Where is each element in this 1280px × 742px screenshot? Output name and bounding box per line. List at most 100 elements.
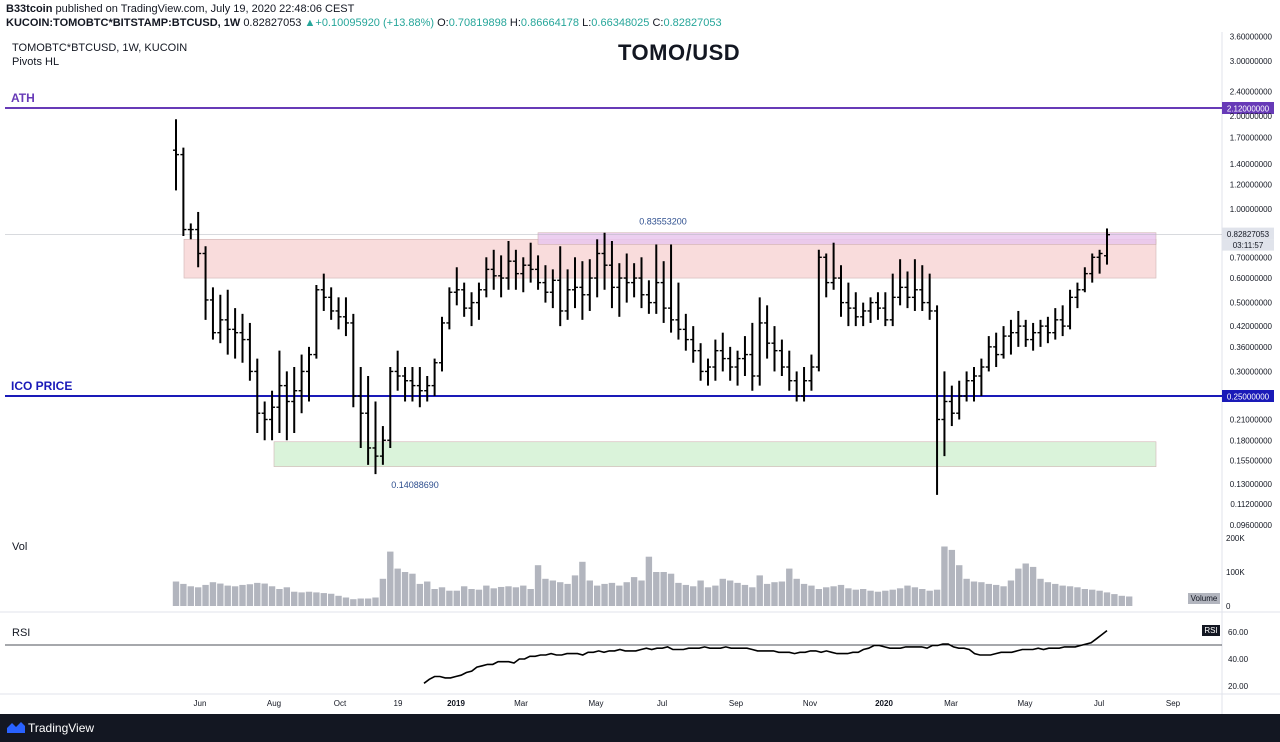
volume-bar <box>741 584 749 606</box>
volume-bar <box>224 585 231 606</box>
y-tick-label: 0.42000000 <box>1230 322 1273 331</box>
volume-bar <box>970 581 978 606</box>
volume-bar <box>756 575 763 606</box>
x-tick-label: Sep <box>1166 699 1181 708</box>
volume-bar <box>401 572 409 606</box>
volume-bar <box>194 587 202 606</box>
volume-bar <box>246 584 254 606</box>
volume-tick: 200K <box>1226 534 1245 543</box>
volume-bar <box>904 585 911 606</box>
publish-info: B33tcoin published on TradingView.com, J… <box>6 3 354 15</box>
countdown-bg <box>1222 239 1274 251</box>
volume-bar <box>645 556 653 606</box>
volume-bar <box>1066 586 1074 606</box>
volume-bar <box>1118 595 1125 606</box>
volume-bar <box>882 590 889 606</box>
close-value: 0.82827053 <box>663 17 722 29</box>
last-price: 0.82827053 <box>243 17 302 29</box>
volume-bar <box>283 587 291 606</box>
y-tick-label: 0.21000000 <box>1230 415 1273 424</box>
rsi-tag-bg <box>1202 625 1220 636</box>
x-tick-label: May <box>588 699 603 708</box>
volume-bar <box>512 587 520 606</box>
volume-bar <box>734 582 741 606</box>
volume-bar <box>800 583 808 606</box>
volume-bar <box>749 587 756 606</box>
x-tick-label: May <box>1017 699 1032 708</box>
volume-bar <box>327 593 335 606</box>
y-tick-label: 1.20000000 <box>1230 181 1273 190</box>
volume-tick: 0 <box>1226 602 1231 611</box>
high-value: 0.86664178 <box>520 17 580 29</box>
volume-bar <box>682 584 690 606</box>
volume-bar <box>416 583 424 606</box>
volume-bar <box>948 549 956 606</box>
volume-bar <box>978 582 985 606</box>
price-chart[interactable]: ATH 2.12000000 ICO PRICE 0.25000000 3.600000… <box>0 32 1280 714</box>
level-tag-bg <box>1222 102 1274 114</box>
volume-pane-label: Vol <box>12 541 27 553</box>
published-text: published on TradingView.com, July 19, 2… <box>55 3 355 15</box>
volume-bar <box>542 578 549 606</box>
zone-box <box>537 232 1157 245</box>
volume-bar <box>933 589 941 606</box>
volume-tag: Volume <box>1191 594 1218 603</box>
x-tick-label: Jun <box>194 699 207 708</box>
volume-bar <box>1007 580 1015 606</box>
volume-bar <box>291 591 298 606</box>
volume-bar <box>808 585 815 606</box>
volume-tick: 100K <box>1226 568 1245 577</box>
volume-bar <box>305 591 313 606</box>
x-tick-label: Oct <box>334 699 347 708</box>
volume-bar <box>357 598 364 606</box>
countdown: 03:11:57 <box>1233 241 1264 250</box>
author-name[interactable]: B33tcoin <box>6 3 53 15</box>
volume-bar <box>874 591 882 606</box>
x-tick-label: Jul <box>1094 699 1104 708</box>
volume-bar <box>778 581 786 606</box>
legend-symbol[interactable]: TOMOBTC*BTCUSD, 1W, KUCOIN <box>12 42 188 54</box>
volume-bar <box>771 582 778 606</box>
y-tick-label: 3.60000000 <box>1230 33 1273 42</box>
volume-bar <box>172 581 180 606</box>
rsi-tick: 40.00 <box>1228 655 1249 664</box>
volume-bar <box>409 573 416 606</box>
volume-bar <box>298 592 305 606</box>
level-tag-bg <box>1222 390 1274 402</box>
volume-bar <box>342 597 350 606</box>
volume-tag-bg <box>1188 593 1220 604</box>
volume-bar <box>313 592 320 606</box>
volume-bar <box>837 584 845 606</box>
volume-bar <box>1074 587 1081 606</box>
price-change: +0.10095920 (+13.88%) <box>315 17 435 29</box>
volume-bar <box>231 586 239 606</box>
volume-bar <box>638 580 645 606</box>
volume-bar <box>667 573 675 606</box>
legend-indicator[interactable]: Pivots HL <box>12 56 60 68</box>
volume-bar <box>911 587 919 606</box>
volume-bar <box>460 586 468 606</box>
level-tag: 2.12000000 <box>1227 105 1270 114</box>
volume-bar <box>867 590 874 606</box>
y-tick-label: 1.70000000 <box>1230 134 1273 143</box>
volume-bar <box>475 589 483 606</box>
volume-bar <box>1015 568 1022 606</box>
volume-bar <box>497 586 505 606</box>
volume-bar <box>202 584 209 606</box>
volume-bar <box>239 584 246 606</box>
close-label: C: <box>652 17 664 29</box>
volume-bar <box>941 546 948 606</box>
volume-bar <box>483 585 490 606</box>
y-tick-label: 0.36000000 <box>1230 343 1273 352</box>
tradingview-logo-icon[interactable] <box>6 721 26 734</box>
volume-bar <box>786 568 793 606</box>
volume-bar <box>1029 566 1037 606</box>
level-tag: 0.25000000 <box>1227 393 1270 402</box>
high-label: H: <box>509 17 521 29</box>
footer-brand[interactable]: TradingView <box>28 721 95 735</box>
volume-bar <box>1103 592 1111 606</box>
volume-bar <box>704 587 712 606</box>
volume-bar <box>387 551 394 606</box>
volume-bar <box>268 586 276 606</box>
volume-bar <box>438 587 446 606</box>
